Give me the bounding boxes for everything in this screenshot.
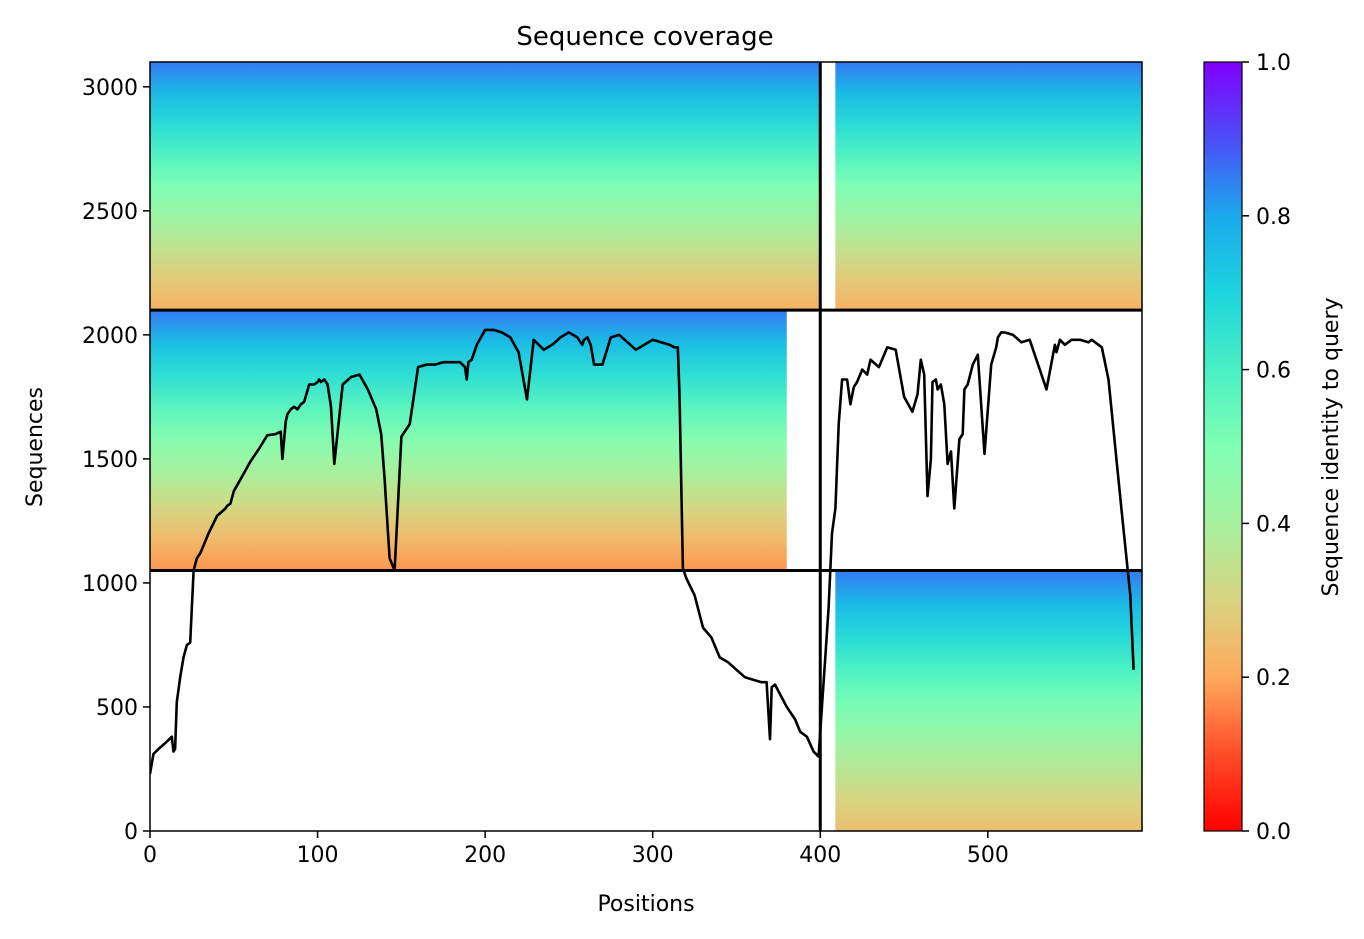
colorbar-tick-label: 0.8 [1256,205,1291,230]
chart-title: Sequence coverage [516,22,773,52]
y-axis: 0 500 1000 1500 2000 2500 3000 [82,76,150,845]
colorbar-axis: 0.0 0.2 0.4 0.6 0.8 1.0 [1242,51,1291,845]
block-top-left [150,62,821,311]
y-tick-label: 2000 [82,324,138,349]
colorbar-label: Sequence identity to query [1319,297,1344,596]
y-tick-label: 3000 [82,76,138,101]
x-tick-label: 100 [297,843,339,868]
x-tick-label: 300 [632,843,674,868]
y-tick-label: 1500 [82,448,138,473]
y-tick-label: 0 [124,820,138,845]
y-tick-label: 1000 [82,572,138,597]
x-tick-label: 400 [799,843,841,868]
colorbar-tick-label: 0.2 [1256,666,1291,691]
coverage-line-layer [150,328,1135,775]
colorbar-tick-label: 0.4 [1256,512,1291,537]
colorbar-tick-label: 1.0 [1256,51,1291,76]
x-axis: 0 100 200 300 400 500 [143,831,1009,868]
y-tick-label: 2500 [82,200,138,225]
colorbar [1203,61,1243,832]
block-middle-left [150,310,787,571]
block-bottom-right [835,570,1142,831]
colorbar-tick-label: 0.6 [1256,359,1291,384]
block-separators [150,62,1142,831]
coverage-line [150,328,1135,775]
x-axis-label: Positions [597,892,694,917]
x-tick-label: 200 [464,843,506,868]
x-tick-label: 0 [143,843,157,868]
colorbar-tick-label: 0.0 [1256,820,1291,845]
block-top-right [835,62,1142,311]
heatmap-blocks [150,62,1142,831]
y-tick-label: 500 [96,696,138,721]
y-axis-label: Sequences [23,387,48,507]
x-tick-label: 500 [967,843,1009,868]
plot-frame [149,61,1143,832]
